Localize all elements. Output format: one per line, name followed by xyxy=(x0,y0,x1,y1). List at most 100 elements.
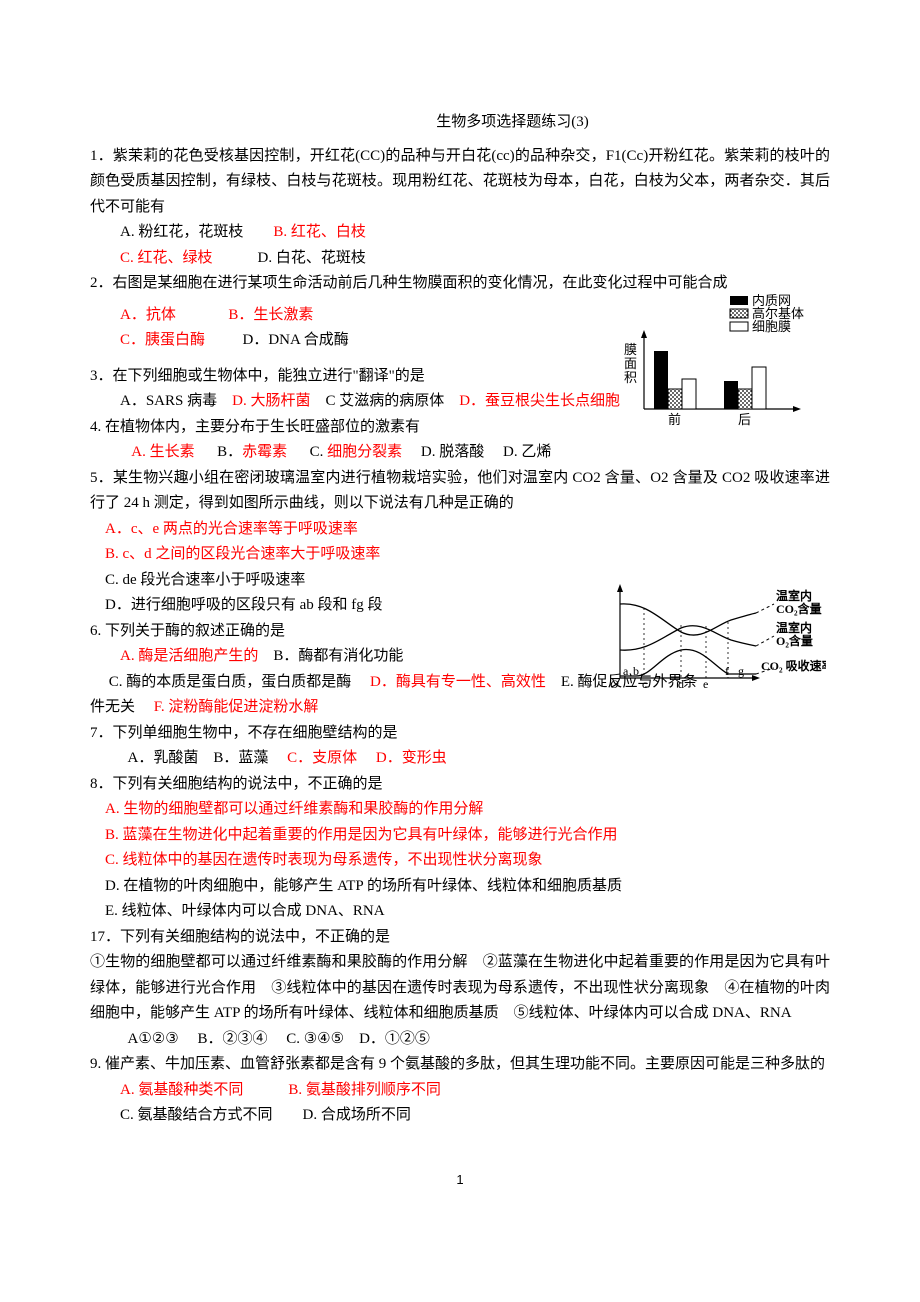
q6-stem: 6. 下列关于酶的叙述正确的是 xyxy=(90,623,285,639)
q2-opt-b: B．生长激素 xyxy=(228,303,313,329)
q2-opt-a: A．抗体 xyxy=(120,303,176,329)
svg-text:CO₂ 吸收速率: CO₂ 吸收速率 xyxy=(761,658,826,673)
q5-stem: 5．某生物兴趣小组在密闭玻璃温室内进行植物栽培实验，他们对温室内 CO2 含量、… xyxy=(90,470,830,512)
q1-opt-a: A. 粉红花，花斑枝 xyxy=(120,220,243,246)
figure-curve-chart: O a b c d e f g 温室内 CO₂含量 xyxy=(606,580,826,695)
q1-opt-b: B. 红花、白枝 xyxy=(273,220,366,246)
y-label-3: 积 xyxy=(624,370,637,385)
gap xyxy=(217,389,232,415)
q1-opt-c: C. 红花、绿枝 xyxy=(120,246,213,272)
q3-opt-b: D. 大肠杆菌 xyxy=(232,389,310,415)
bar-chart-svg: 内质网 高尔基体 细胞膜 膜 面 积 前 后 xyxy=(622,294,822,429)
question-17: 17．下列有关细胞结构的说法中，不正确的是 xyxy=(90,925,830,951)
q8-stem: 8．下列有关细胞结构的说法中，不正确的是 xyxy=(90,776,383,792)
q1-options-row1: A. 粉红花，花斑枝 B. 红花、白枝 xyxy=(90,220,830,246)
gap xyxy=(484,440,503,466)
svg-text:c: c xyxy=(642,677,647,691)
q6-opt-c: C. 酶的本质是蛋白质，蛋白质都是酶 xyxy=(109,674,352,690)
q8-opt-b: B. 蓝藻在生物进化中起着重要的作用是因为它具有叶绿体，能够进行光合作用 xyxy=(90,823,830,849)
q4-opt-d: D. 脱落酸 xyxy=(421,440,484,466)
question-7: 7．下列单细胞生物中，不存在细胞壁结构的是 xyxy=(90,721,830,747)
svg-text:O: O xyxy=(610,677,619,691)
gap xyxy=(344,1027,359,1053)
gap xyxy=(402,440,421,466)
gap xyxy=(243,1078,288,1104)
q17-opt-b: B．②③④ xyxy=(197,1027,267,1053)
q4-opt-a: A. 生长素 xyxy=(131,440,194,466)
q8-opt-a: A. 生物的细胞壁都可以通过纤维素酶和果胶酶的作用分解 xyxy=(90,797,830,823)
q2-stem: 2．右图是某细胞在进行某项生命活动前后几种生物膜面积的变化情况，在此变化过程中可… xyxy=(90,275,728,291)
gap xyxy=(139,699,150,715)
x-before: 前 xyxy=(668,412,681,427)
q4-c-label: C. xyxy=(310,440,328,466)
svg-text:温室内: 温室内 xyxy=(776,620,812,635)
q2-opt-c: C．胰蛋白酶 xyxy=(120,328,205,354)
gap xyxy=(90,674,105,690)
gap xyxy=(176,303,229,329)
curve-svg: O a b c d e f g 温室内 CO₂含量 xyxy=(606,580,826,695)
q9-opt-b: B. 氨基酸排列顺序不同 xyxy=(288,1078,441,1104)
q17-opt-d: D．①②⑤ xyxy=(359,1027,430,1053)
gap xyxy=(120,440,131,466)
q4-b-label: B． xyxy=(217,440,242,466)
gap xyxy=(120,746,128,772)
gap xyxy=(120,1027,128,1053)
gap xyxy=(179,1027,198,1053)
gap xyxy=(355,674,366,690)
q9-stem: 9. 催产素、牛加压素、血管舒张素都是含有 9 个氨基酸的多肽，但其生理功能不同… xyxy=(90,1056,825,1072)
question-9: 9. 催产素、牛加压素、血管舒张素都是含有 9 个氨基酸的多肽，但其生理功能不同… xyxy=(90,1052,830,1078)
gap xyxy=(195,440,218,466)
question-5: 5．某生物兴趣小组在密闭玻璃温室内进行植物栽培实验，他们对温室内 CO2 含量、… xyxy=(90,466,830,517)
q17-opt-c: C. ③④⑤ xyxy=(286,1027,344,1053)
q3-opt-c: C 艾滋病的病原体 xyxy=(325,389,444,415)
gap xyxy=(243,220,273,246)
q1-opt-d: D. 白花、花斑枝 xyxy=(258,246,366,272)
q17-options: A①②③ B．②③④ C. ③④⑤ D．①②⑤ xyxy=(90,1027,830,1053)
svg-text:温室内: 温室内 xyxy=(776,588,812,603)
q5-opt-a: A．c、e 两点的光合速率等于呼吸速率 xyxy=(90,517,830,543)
gap xyxy=(205,328,243,354)
q8-opt-e: E. 线粒体、叶绿体内可以合成 DNA、RNA xyxy=(90,899,830,925)
svg-text:a: a xyxy=(623,664,629,678)
q17-body: ①生物的细胞壁都可以通过纤维素酶和果胶酶的作用分解 ②蓝藻在生物进化中起着重要的… xyxy=(90,950,830,1027)
q4-options: A. 生长素 B．赤霉素 C. 细胞分裂素 D. 脱落酸 D. 乙烯 xyxy=(90,440,830,466)
page-number: 1 xyxy=(90,1169,830,1191)
gap xyxy=(273,1103,303,1129)
q6-opt-a: A. 酶是活细胞产生的 xyxy=(120,644,258,670)
q9-opt-a: A. 氨基酸种类不同 xyxy=(120,1078,243,1104)
question-2: 2．右图是某细胞在进行某项生命活动前后几种生物膜面积的变化情况，在此变化过程中可… xyxy=(90,271,830,297)
svg-text:e: e xyxy=(703,677,708,691)
q9-opt-d: D. 合成场所不同 xyxy=(303,1103,411,1129)
gap xyxy=(287,440,310,466)
q1-options-row2: C. 红花、绿枝 D. 白花、花斑枝 xyxy=(90,246,830,272)
q5-opt-b: B. c、d 之间的区段光合速率大于呼吸速率 xyxy=(90,542,830,568)
q4-opt-b-text: 赤霉素 xyxy=(242,440,287,466)
y-label-2: 面 xyxy=(624,356,637,371)
gap xyxy=(267,1027,286,1053)
q6-opt-f: F. 淀粉酶能促进淀粉水解 xyxy=(154,699,319,715)
gap xyxy=(444,389,459,415)
q2-opt-d: D．DNA 合成酶 xyxy=(243,328,349,354)
gap xyxy=(198,746,213,772)
q3-stem: 3．在下列细胞或生物体中，能独立进行"翻译"的是 xyxy=(90,368,425,384)
q6-opt-d: D．酶具有专一性、高效性 xyxy=(370,674,546,690)
q4-opt-e: D. 乙烯 xyxy=(503,440,551,466)
q7-opt-b: B．蓝藻 xyxy=(213,746,268,772)
svg-text:f: f xyxy=(725,664,729,678)
q7-options: A．乳酸菌 B．蓝藻 C．支原体 D．变形虫 xyxy=(90,746,830,772)
q17-stem: 17．下列有关细胞结构的说法中，不正确的是 xyxy=(90,929,390,945)
q7-opt-c: C．支原体 xyxy=(287,746,357,772)
question-8: 8．下列有关细胞结构的说法中，不正确的是 xyxy=(90,772,830,798)
legend-membrane: 细胞膜 xyxy=(752,319,791,334)
q9-row2: C. 氨基酸结合方式不同 D. 合成场所不同 xyxy=(90,1103,830,1129)
x-after: 后 xyxy=(738,412,751,427)
q6-row3: 件无关 F. 淀粉酶能促进淀粉水解 xyxy=(90,695,830,721)
q6-opt-b: B．酶都有消化功能 xyxy=(273,644,403,670)
q7-opt-a: A．乳酸菌 xyxy=(128,746,199,772)
q3-opt-a: A．SARS 病毒 xyxy=(120,389,217,415)
q1-stem: 1．紫茉莉的花色受核基因控制，开红花(CC)的品种与开白花(cc)的品种杂交，F… xyxy=(90,148,830,215)
q4-opt-c-text: 细胞分裂素 xyxy=(327,440,402,466)
svg-text:CO₂含量: CO₂含量 xyxy=(776,601,822,616)
svg-text:d: d xyxy=(678,677,684,691)
gap xyxy=(258,644,273,670)
